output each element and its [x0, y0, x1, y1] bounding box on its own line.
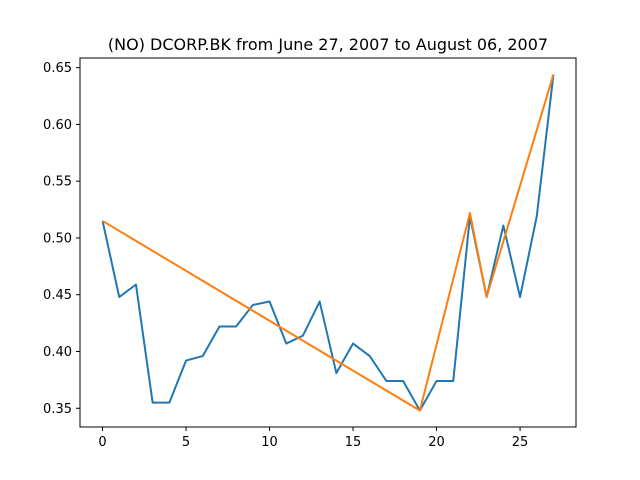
x-tick-label: 20: [428, 435, 445, 450]
series-layer: [101, 74, 555, 412]
y-tick-label: 0.60: [43, 118, 72, 133]
x-tick-label: 25: [512, 435, 529, 450]
y-tick-label: 0.55: [43, 175, 72, 190]
y-axis: 0.35 0.40 0.45 0.50 0.55 0.60 0.65: [43, 61, 80, 417]
x-axis: 0 5 10 15 20 25: [98, 427, 528, 450]
y-tick-label: 0.35: [43, 402, 72, 417]
x-tick-label: 10: [261, 435, 278, 450]
y-tick-label: 0.50: [43, 231, 72, 246]
y-tick-label: 0.65: [43, 61, 72, 76]
plot-frame: [79, 57, 577, 428]
series-line-2: [102, 74, 555, 412]
y-tick-label: 0.45: [43, 288, 72, 303]
x-tick-label: 5: [182, 435, 190, 450]
chart-title: (NO) DCORP.BK from June 27, 2007 to Augu…: [108, 35, 548, 54]
y-tick-label: 0.40: [43, 345, 72, 360]
x-tick-label: 0: [98, 435, 106, 450]
x-tick-label: 15: [345, 435, 362, 450]
